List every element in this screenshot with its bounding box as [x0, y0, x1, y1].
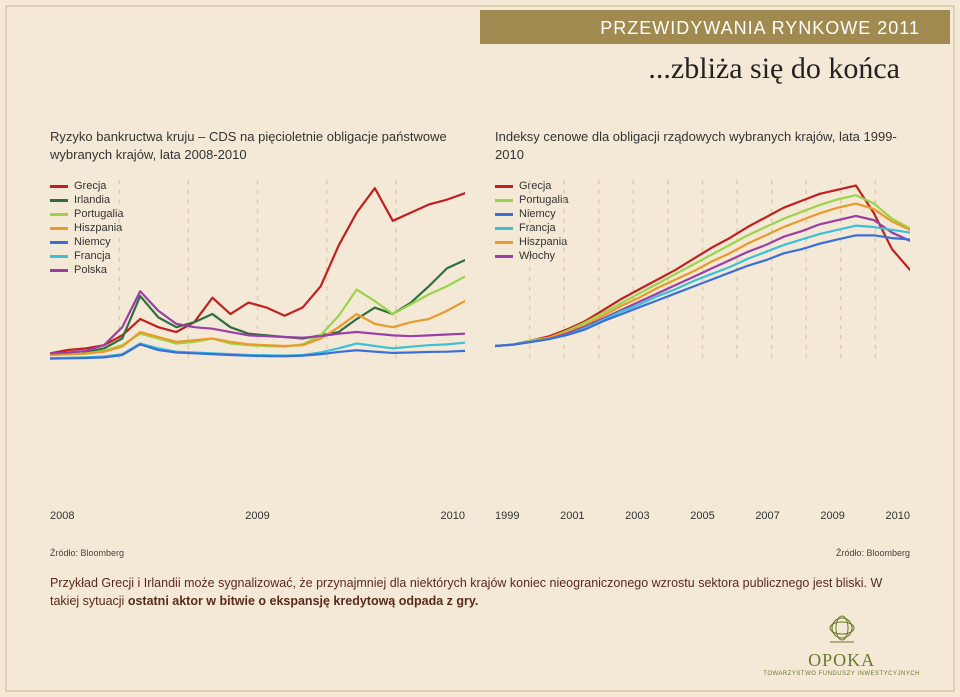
xaxis-tick: 2008 [50, 510, 74, 528]
cds-chart-body: GrecjaIrlandiaPortugaliaHiszpaniaNiemcyF… [50, 180, 465, 528]
page-subtitle: ...zbliża się do końca [648, 52, 900, 86]
footnote-bold: ostatni aktor w bitwie o ekspansję kredy… [128, 594, 479, 608]
index-chart-body: GrecjaPortugaliaNiemcyFrancjaHiszpaniaWł… [495, 180, 910, 528]
xaxis-tick: 2010 [885, 510, 909, 528]
xaxis-tick: 2010 [441, 510, 465, 528]
cds-plot [50, 180, 465, 388]
logo-text: OPOKA [763, 650, 920, 671]
index-plot [495, 180, 910, 388]
logo-subtext: TOWARZYSTWO FUNDUSZY INWESTYCYJNYCH [763, 671, 920, 677]
cds-source: Źródło: Bloomberg [50, 548, 124, 558]
index-chart-title: Indeksy cenowe dla obligacji rządowych w… [495, 128, 910, 166]
xaxis-tick: 1999 [495, 510, 519, 528]
footnote: Przykład Grecji i Irlandii może sygnaliz… [50, 574, 910, 610]
xaxis-tick: 2005 [690, 510, 714, 528]
index-chart-panel: Indeksy cenowe dla obligacji rządowych w… [495, 128, 910, 528]
xaxis-tick: 2001 [560, 510, 584, 528]
index-source: Źródło: Bloomberg [836, 548, 910, 558]
charts-row: Ryzyko bankructwa kruju – CDS na pięciol… [50, 128, 910, 528]
cds-xaxis: 2008 2009 2010 [50, 510, 465, 528]
xaxis-tick: 2003 [625, 510, 649, 528]
cds-chart-title: Ryzyko bankructwa kruju – CDS na pięciol… [50, 128, 465, 166]
logo: OPOKA TOWARZYSTWO FUNDUSZY INWESTYCYJNYC… [763, 615, 920, 677]
header-band: PRZEWIDYWANIA RYNKOWE 2011 [600, 18, 920, 39]
xaxis-tick: 2009 [245, 510, 269, 528]
xaxis-tick: 2007 [755, 510, 779, 528]
logo-icon [824, 615, 860, 645]
index-xaxis: 1999 2001 2003 2005 2007 2009 2010 [495, 510, 910, 528]
cds-chart-panel: Ryzyko bankructwa kruju – CDS na pięciol… [50, 128, 465, 528]
xaxis-tick: 2009 [820, 510, 844, 528]
